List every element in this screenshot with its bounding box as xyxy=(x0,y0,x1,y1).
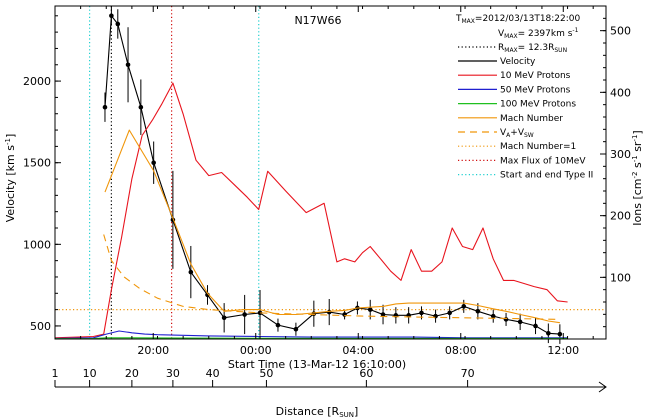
chart-title: N17W66 xyxy=(294,14,341,27)
data-point xyxy=(327,310,332,315)
x-tick-label: 04:00 xyxy=(342,344,374,357)
legend-vmax: VMAX= 2397km s-1 xyxy=(498,27,579,40)
data-point xyxy=(461,304,466,309)
data-point xyxy=(139,105,144,110)
data-point xyxy=(103,105,108,110)
distance-tick-label: 30 xyxy=(166,367,180,380)
data-point xyxy=(109,13,114,18)
y-right-tick-label: 500 xyxy=(610,25,631,38)
legend-entry: Mach Number=1 xyxy=(500,142,576,152)
data-point xyxy=(312,311,317,316)
legend-rmax: RMAX= 12.3RSUN xyxy=(498,43,567,54)
legend-entry: Start and end Type II xyxy=(500,171,593,181)
x-tick-label: 20:00 xyxy=(137,344,169,357)
legend-entry: 10 MeV Protons xyxy=(500,71,571,81)
distance-tick-label: 10 xyxy=(83,367,97,380)
data-point xyxy=(276,323,281,328)
axes: 20:00 00:00 04:00 08:00 12:00500100015002000… xyxy=(23,6,631,392)
data-point xyxy=(115,22,120,27)
data-point xyxy=(558,332,563,337)
data-point xyxy=(151,160,156,165)
data-point xyxy=(533,324,538,329)
distance-tick-label: 20 xyxy=(125,367,139,380)
legend-entry: Max Flux of 10MeV xyxy=(500,156,586,166)
data-point xyxy=(447,311,452,316)
y-left-tick-label: 1000 xyxy=(23,238,51,251)
data-point xyxy=(222,315,227,320)
y-right-tick-label: 400 xyxy=(610,86,631,99)
data-point xyxy=(242,312,247,317)
x-axis-label: Start Time (13-Mar-12 16:10:00) xyxy=(228,358,406,371)
series-line xyxy=(55,83,568,338)
y-left-tick-label: 500 xyxy=(30,320,51,333)
legend-entry: 50 MeV Protons xyxy=(500,85,571,95)
legend-entry: VA+VSW xyxy=(500,128,534,139)
x-tick-label: 08:00 xyxy=(445,344,477,357)
data-point xyxy=(419,311,424,316)
distance-axis-label: Distance [RSUN] xyxy=(276,405,359,419)
y-axis-left-label: Velocity [km s-1] xyxy=(4,134,17,223)
y-right-tick-label: 200 xyxy=(610,210,631,223)
data-point xyxy=(546,331,551,336)
distance-tick-label: 1 xyxy=(52,367,59,380)
data-point xyxy=(126,62,131,67)
data-point xyxy=(294,327,299,332)
legend-entry: 100 MeV Protons xyxy=(500,100,576,110)
x-tick-label: 12:00 xyxy=(547,344,579,357)
data-point xyxy=(476,309,481,314)
data-point xyxy=(368,307,373,312)
distance-tick-label: 70 xyxy=(461,367,475,380)
data-point xyxy=(518,320,523,325)
y-right-tick-label: 300 xyxy=(610,148,631,161)
y-left-tick-label: 2000 xyxy=(23,75,51,88)
legend-tmax: TMAX=2012/03/13T18:22:00 xyxy=(455,14,581,25)
y-left-tick-label: 1500 xyxy=(23,157,51,170)
data-point xyxy=(504,317,509,322)
legend: TMAX=2012/03/13T18:22:00 VMAX= 2397km s-1… xyxy=(455,14,593,181)
data-point xyxy=(189,270,194,275)
legend-entry: Mach Number xyxy=(500,114,563,124)
x-tick-label: 00:00 xyxy=(240,344,272,357)
y-axis-right-label: Ions [cm-2 s-1 sr-1] xyxy=(631,130,644,225)
y-right-tick-label: 100 xyxy=(610,271,631,284)
distance-tick-label: 40 xyxy=(206,367,220,380)
legend-entry: Velocity xyxy=(500,57,536,67)
